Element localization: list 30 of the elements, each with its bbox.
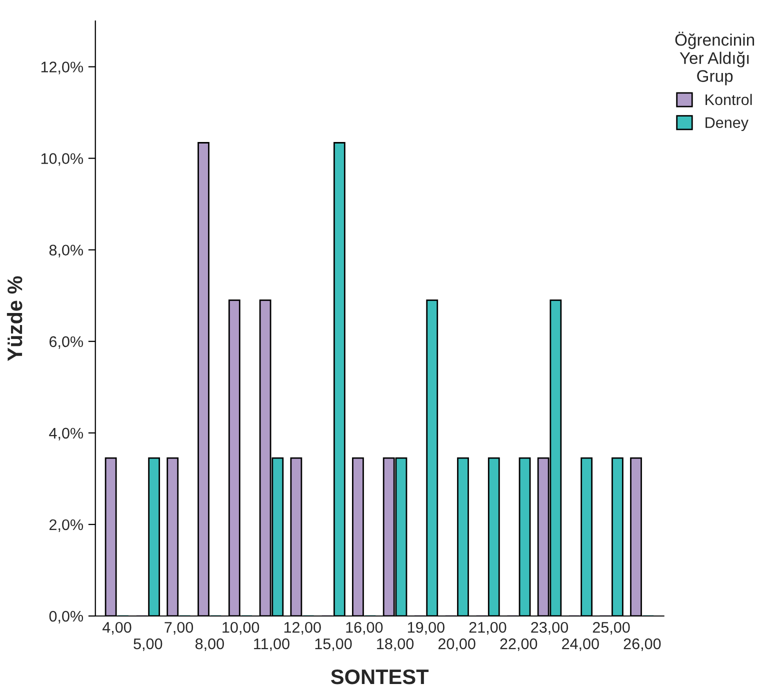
x-tick-label: 25,00: [592, 622, 630, 635]
x-tick-label: 15,00: [315, 638, 352, 652]
x-tick-label: 21,00: [469, 622, 506, 635]
x-tick-label: 4,00: [102, 622, 132, 635]
y-tick-label: 2,0%: [50, 519, 84, 532]
x-tick-label: 12,00: [284, 622, 321, 635]
x-tick-label: 23,00: [531, 622, 568, 635]
x-tick-label: 7,00: [164, 622, 194, 635]
x-tick-label: 19,00: [408, 622, 444, 635]
y-tick-label: 8,0%: [49, 244, 84, 258]
y-tick-label: 4,0%: [49, 428, 84, 440]
y-tick-label: 0,0%: [49, 610, 84, 624]
x-tick-label: 8,00: [195, 638, 224, 652]
x-tick-label: 22,00: [500, 638, 538, 652]
x-tick-label: 10,00: [222, 622, 260, 635]
y-tick-label: 12,0%: [41, 62, 84, 74]
y-axis-title: Yüzde %: [6, 276, 22, 361]
x-tick-label: 11,00: [254, 638, 290, 652]
x-tick-label: 5,00: [134, 638, 162, 652]
x-tick-label: 16,00: [346, 622, 383, 635]
x-tick-label: 24,00: [562, 638, 599, 652]
x-tick-label: 18,00: [377, 638, 414, 652]
y-tick-label: 10,0%: [41, 153, 84, 166]
legend-label: Deney: [706, 117, 748, 132]
x-axis-title: SONTEST: [330, 669, 429, 684]
legend-label: Kontrol: [706, 94, 752, 106]
y-tick-label: 6,0%: [50, 336, 84, 349]
x-tick-label: 26,00: [624, 638, 661, 652]
legend-title: Öğrencinin Yer Aldığı Grup: [675, 32, 754, 86]
x-tick-label: 20,00: [438, 638, 476, 652]
